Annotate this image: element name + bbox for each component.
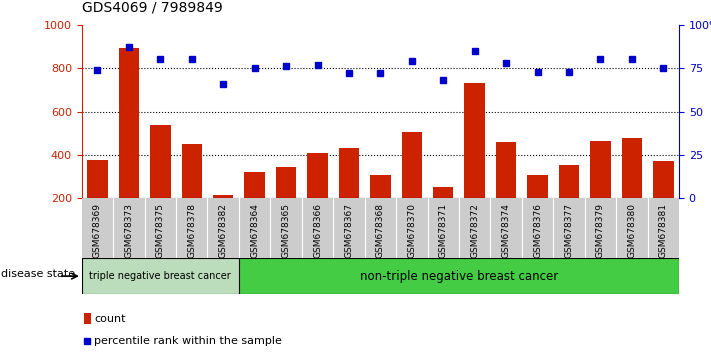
Text: GSM678380: GSM678380	[627, 203, 636, 258]
Text: GSM678371: GSM678371	[439, 203, 448, 258]
Text: GSM678372: GSM678372	[470, 203, 479, 258]
Text: GSM678370: GSM678370	[407, 203, 417, 258]
Text: percentile rank within the sample: percentile rank within the sample	[95, 336, 282, 346]
Bar	[464, 83, 485, 242]
Bar	[276, 167, 296, 242]
Text: GSM678381: GSM678381	[659, 203, 668, 258]
Text: GSM678365: GSM678365	[282, 203, 291, 258]
Bar	[239, 258, 679, 294]
Bar	[150, 125, 171, 242]
Bar	[82, 258, 239, 294]
Text: triple negative breast cancer: triple negative breast cancer	[90, 271, 231, 281]
Text: GSM678375: GSM678375	[156, 203, 165, 258]
Text: GSM678367: GSM678367	[344, 203, 353, 258]
Text: GSM678368: GSM678368	[376, 203, 385, 258]
Text: GDS4069 / 7989849: GDS4069 / 7989849	[82, 0, 223, 14]
Bar	[653, 161, 673, 242]
Bar	[370, 176, 390, 242]
Bar	[338, 148, 359, 242]
Bar	[245, 172, 265, 242]
Bar	[433, 187, 454, 242]
Text: GSM678377: GSM678377	[565, 203, 574, 258]
Text: disease state: disease state	[1, 269, 75, 279]
Bar	[307, 153, 328, 242]
Text: GSM678376: GSM678376	[533, 203, 542, 258]
Text: GSM678379: GSM678379	[596, 203, 605, 258]
Bar	[181, 144, 202, 242]
Bar	[87, 160, 107, 242]
Bar	[528, 176, 547, 242]
Text: GSM678378: GSM678378	[187, 203, 196, 258]
Bar	[496, 142, 516, 242]
Text: GSM678373: GSM678373	[124, 203, 134, 258]
Text: GSM678374: GSM678374	[502, 203, 510, 258]
Text: GSM678364: GSM678364	[250, 203, 259, 258]
Text: GSM678382: GSM678382	[219, 203, 228, 258]
Text: non-triple negative breast cancer: non-triple negative breast cancer	[360, 270, 558, 282]
Bar	[590, 141, 611, 242]
Bar	[621, 137, 642, 242]
Bar	[84, 313, 91, 324]
Bar	[213, 195, 233, 242]
Text: count: count	[95, 314, 126, 324]
Text: GSM678369: GSM678369	[93, 203, 102, 258]
Text: GSM678366: GSM678366	[313, 203, 322, 258]
Bar	[402, 132, 422, 242]
Bar	[119, 47, 139, 242]
Bar	[559, 165, 579, 242]
